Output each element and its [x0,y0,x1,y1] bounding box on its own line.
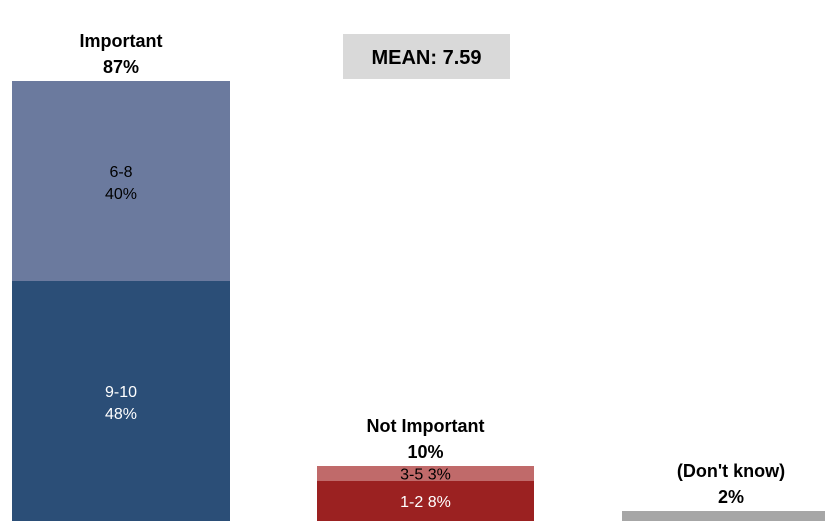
bar-segment-0-1 [12,81,230,281]
group-name-label: Not Important [367,416,485,436]
segment-percent-label: 8% [423,494,451,511]
group-total-label: 2% [718,487,744,507]
segment-percent-label: 40% [105,186,137,203]
segment-label: 1-2 8% [400,494,451,511]
segment-range-label: 6-8 [109,164,132,181]
bar-segment-0-0 [12,281,230,521]
bar-segment-1-0 [317,481,534,521]
mean-label: MEAN: 7.59 [371,47,481,69]
group-total-label: 10% [407,442,443,462]
segment-label: 3-5 3% [400,467,451,484]
mean-box: MEAN: 7.59 [343,34,510,79]
bar-segment-1-1 [317,466,534,481]
group-name-label: Important [80,31,163,51]
group-name-label: (Don't know) [677,461,785,481]
bars-layer [12,81,825,521]
segment-percent-label: 48% [105,406,137,423]
mean-box-background [343,34,510,79]
segment-range-label: 3-5 [400,467,423,484]
segment-range-label: 9-10 [105,384,137,401]
segment-percent-label: 3% [423,467,451,484]
bar-segment-2-0 [622,511,825,521]
segment-range-label: 1-2 [400,494,423,511]
group-total-label: 87% [103,57,139,77]
